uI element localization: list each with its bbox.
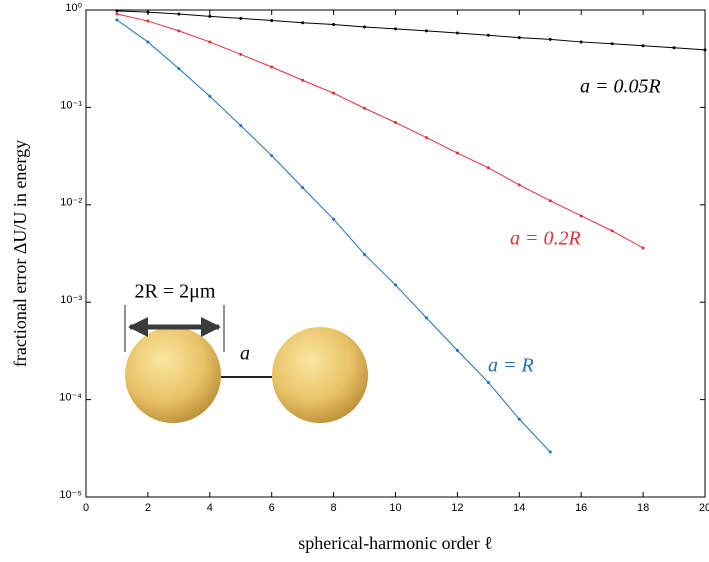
data-point [363,106,367,110]
x-tick-label: 14 [513,502,525,514]
y-axis-label: fractional error ΔU/U in energy [10,140,30,367]
data-point [208,14,212,18]
plot-area: 0 2 4 6 8 10 12 14 16 18 20 10⁻⁵ 10⁻⁴ 10⁻³ 10⁻² 10⁻¹ 10⁰… [10,2,709,553]
data-point [517,417,521,421]
y-tick-label: 10⁻³ [60,294,82,306]
separation-label: a [240,343,250,365]
y-tick-label: 10⁻¹ [60,99,82,111]
diameter-label: 2R = 2μm [135,281,216,303]
y-tick-label: 10⁻² [60,197,82,209]
data-point [115,18,119,22]
x-tick-label: 20 [699,502,709,514]
data-point [610,42,614,46]
x-tick-label: 4 [207,502,213,514]
data-point [517,36,521,40]
data-point [332,91,336,95]
x-tick-label: 16 [575,502,587,514]
data-point [115,9,119,13]
data-point [208,94,212,98]
data-point [579,40,583,44]
sphere-diagram: 2R = 2μm a [124,281,368,423]
data-point [455,31,459,35]
y-tick-label: 10⁻⁵ [59,489,82,501]
data-point [332,217,336,221]
x-tick-label: 6 [269,502,275,514]
data-point [239,52,243,56]
data-point [146,40,150,44]
series-line [116,13,644,249]
data-point [270,65,274,69]
data-point [239,16,243,20]
data-point [672,46,676,50]
data-point [394,283,397,287]
data-point [363,25,367,29]
data-point [301,186,305,190]
data-point [115,12,119,16]
data-point [146,19,150,23]
data-point [641,246,645,250]
x-tick-label: 8 [331,502,337,514]
data-point [301,78,305,82]
series-label: a = 0.2R [510,228,581,250]
data-point [455,348,459,352]
data-point [548,450,552,454]
data-point [332,22,336,26]
series-label: a = 0.05R [580,76,661,98]
sphere [125,327,221,423]
data-point [363,252,367,256]
data-point [208,40,212,44]
data-point [177,29,181,33]
data-point [424,29,428,33]
data-point [146,10,150,14]
x-tick-label: 12 [451,502,463,514]
y-tick-label: 10⁻⁴ [59,392,82,404]
data-point [394,120,397,124]
data-point [486,33,490,37]
data-point [486,166,490,170]
data-point [641,44,645,48]
data-point [270,19,274,23]
data-point [486,380,490,384]
data-point [270,154,274,158]
data-point [239,124,243,128]
data-point [177,67,181,71]
x-tick-label: 2 [145,502,151,514]
data-point [703,48,707,52]
sphere [272,327,368,423]
x-tick-label: 10 [389,502,401,514]
data-point [579,214,583,218]
data-point [517,183,521,187]
data-point [548,37,552,41]
data-point [455,151,459,155]
x-tick-label: 0 [83,502,89,514]
series-label: a = R [488,355,534,377]
data-point [301,21,305,25]
x-axis-label: spherical-harmonic order ℓ [298,533,493,553]
series-line [116,10,706,51]
data-point [610,229,614,233]
y-tick-label: 10⁰ [65,2,82,14]
data-point [177,12,181,16]
data-point [424,136,428,140]
data-point [394,27,397,31]
data-point [548,199,552,203]
data-point [424,316,428,320]
x-tick-label: 18 [637,502,649,514]
